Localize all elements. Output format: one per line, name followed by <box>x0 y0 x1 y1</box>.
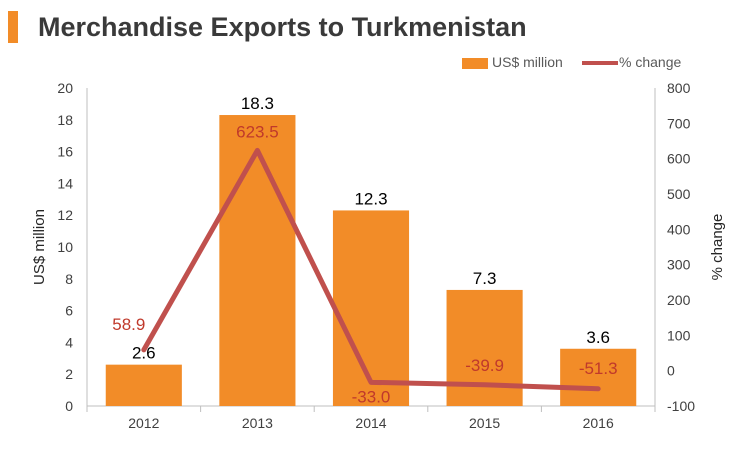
bar-value-label: 2.6 <box>132 344 156 363</box>
y-tick-label: 18 <box>57 112 73 128</box>
y-tick-label: 8 <box>65 271 73 287</box>
y-tick-label: 16 <box>57 144 73 160</box>
bar <box>219 115 296 406</box>
x-tick-label: 2014 <box>355 415 386 431</box>
bar-value-label: 12.3 <box>354 189 387 208</box>
line-value-label: 58.9 <box>112 315 145 334</box>
legend: US$ million % change <box>462 54 681 70</box>
y2-tick-label: 800 <box>667 80 691 96</box>
y2-tick-label: 700 <box>667 115 691 131</box>
y-tick-label: 6 <box>65 303 73 319</box>
page-title: Merchandise Exports to Turkmenistan <box>38 11 527 42</box>
y-tick-label: 4 <box>65 334 73 350</box>
line-value-label: -33.0 <box>352 387 391 406</box>
bar <box>332 210 410 406</box>
bar-value-label: 7.3 <box>473 269 497 288</box>
y-tick-label: 20 <box>57 80 73 96</box>
y2-tick-label: 200 <box>667 292 691 308</box>
y-tick-label: 2 <box>65 366 73 382</box>
y2-axis-title: % change <box>709 214 726 281</box>
legend-line-label: % change <box>619 54 681 70</box>
y2-tick-label: -100 <box>667 398 695 414</box>
y-tick-label: 10 <box>57 239 73 255</box>
line-value-label: -39.9 <box>465 356 504 375</box>
line-value-label: -51.3 <box>579 359 618 378</box>
y2-tick-label: 600 <box>667 151 691 167</box>
y-tick-label: 14 <box>57 175 73 191</box>
x-tick-label: 2013 <box>242 415 273 431</box>
x-tick-label: 2012 <box>128 415 159 431</box>
y-tick-label: 0 <box>65 398 73 414</box>
title-accent-bar <box>8 11 18 43</box>
line-value-label: 623.5 <box>236 122 279 141</box>
x-tick-label: 2015 <box>469 415 500 431</box>
series-line <box>141 147 601 392</box>
y-tick-label: 12 <box>57 207 73 223</box>
bar <box>446 289 523 406</box>
y2-tick-label: 100 <box>667 327 691 343</box>
bar-value-label: 18.3 <box>241 94 274 113</box>
y-axis-title: US$ million <box>31 209 48 285</box>
bar <box>105 364 182 406</box>
y2-tick-label: 0 <box>667 363 675 379</box>
x-tick-label: 2016 <box>583 415 614 431</box>
y2-tick-label: 400 <box>667 221 691 237</box>
legend-bar-swatch <box>462 58 488 69</box>
y2-tick-label: 500 <box>667 186 691 202</box>
title-block: Merchandise Exports to Turkmenistan <box>8 10 527 44</box>
bar <box>560 348 637 406</box>
legend-bar-label: US$ million <box>492 54 563 70</box>
bar-value-label: 3.6 <box>586 328 610 347</box>
y2-tick-label: 300 <box>667 257 691 273</box>
